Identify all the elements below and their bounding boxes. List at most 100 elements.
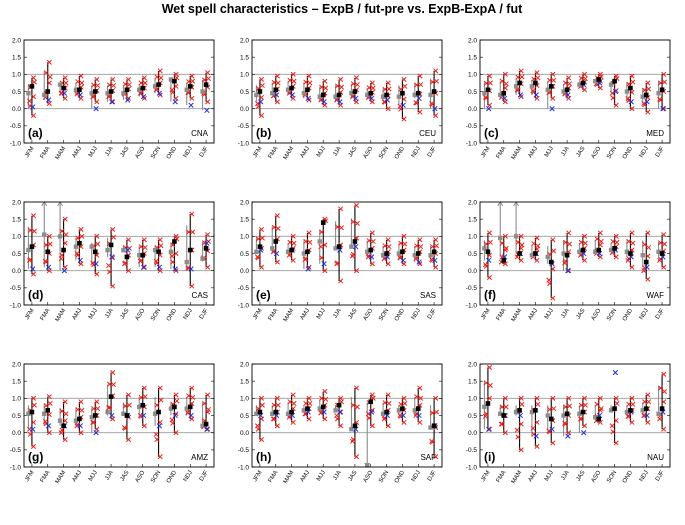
- red-member-cross: [75, 406, 81, 413]
- red-member-cross-b: [186, 79, 192, 85]
- y-tick-label: 1.5: [240, 54, 249, 61]
- red-member-cross: [577, 416, 584, 422]
- red-member-cross-b: [398, 86, 404, 92]
- red-member-cross: [186, 229, 192, 235]
- gray-mean-square: [624, 409, 630, 415]
- red-member-cross-b: [303, 400, 309, 407]
- black-mean-square: [61, 423, 66, 429]
- red-member-cross-b: [502, 85, 508, 91]
- red-member-cross: [274, 395, 280, 401]
- red-member-cross-b: [319, 395, 325, 401]
- red-member-cross: [275, 226, 281, 232]
- red-member-cross: [291, 78, 297, 84]
- black-mean-square: [320, 220, 326, 225]
- red-member-cross-b: [275, 226, 281, 232]
- red-member-cross-b: [62, 436, 68, 443]
- red-member-cross: [385, 261, 391, 267]
- red-member-cross-b: [369, 80, 375, 86]
- red-member-cross: [79, 233, 85, 239]
- red-member-cross: [63, 232, 69, 238]
- red-member-cross: [566, 395, 572, 401]
- red-member-cross-b: [629, 230, 635, 236]
- red-member-cross: [370, 85, 376, 91]
- blue-member-cross-b: [258, 412, 264, 419]
- red-member-cross: [614, 239, 620, 245]
- red-member-cross: [518, 68, 524, 74]
- x-tick-label: SON: [150, 146, 162, 160]
- red-member-cross-b: [95, 406, 101, 412]
- red-member-cross: [486, 230, 493, 236]
- red-member-cross: [550, 266, 556, 272]
- red-member-cross: [110, 99, 116, 105]
- red-member-cross: [62, 75, 68, 81]
- red-member-cross: [353, 202, 360, 208]
- blue-member-cross-b: [432, 257, 438, 264]
- gray-mean-square: [42, 92, 47, 98]
- gray-mean-square: [26, 91, 31, 96]
- red-member-cross: [338, 423, 344, 429]
- red-member-cross: [385, 237, 391, 243]
- red-member-cross: [153, 431, 159, 437]
- blue-member-cross-b: [486, 106, 492, 112]
- red-member-cross: [417, 237, 423, 243]
- red-member-cross-b: [498, 421, 504, 427]
- y-tick-label: 2.0: [240, 361, 249, 368]
- red-member-cross-b: [141, 385, 147, 391]
- red-member-cross-b: [126, 402, 132, 408]
- black-mean-square: [517, 80, 522, 86]
- red-member-cross-b: [255, 236, 261, 242]
- black-mean-square: [533, 408, 538, 413]
- red-member-cross: [186, 79, 192, 85]
- red-member-cross-b: [205, 392, 211, 398]
- red-member-cross-b: [125, 76, 132, 83]
- blue-member-cross-b: [533, 92, 539, 98]
- x-tick-label: OND: [622, 469, 635, 484]
- red-member-cross-b: [306, 97, 312, 103]
- gray-mean-square: [89, 244, 94, 249]
- black-mean-square: [596, 77, 602, 82]
- red-member-cross: [125, 392, 132, 398]
- gray-mean-square: [200, 89, 205, 94]
- blue-member-cross-b: [384, 254, 391, 260]
- y-tick-label: -0.5: [10, 123, 22, 130]
- red-member-cross-b: [486, 230, 493, 236]
- red-member-cross: [94, 76, 100, 83]
- red-member-cross-b: [169, 87, 175, 93]
- red-member-cross: [303, 400, 309, 407]
- x-tick-label: ASO: [591, 470, 603, 484]
- red-member-cross-b: [318, 244, 324, 250]
- red-member-cross: [535, 243, 541, 249]
- gray-mean-square: [333, 94, 338, 99]
- red-member-cross-b: [550, 95, 556, 101]
- red-member-cross: [62, 216, 68, 222]
- red-member-cross-b: [173, 83, 179, 89]
- red-member-cross-b: [141, 237, 147, 243]
- red-member-cross: [645, 392, 651, 398]
- red-member-cross: [414, 394, 420, 400]
- red-member-cross-b: [613, 233, 619, 239]
- x-tick-label: ASO: [135, 470, 147, 484]
- red-member-cross: [566, 241, 573, 247]
- red-member-cross-b: [59, 408, 65, 414]
- blue-member-cross: [501, 95, 508, 102]
- red-member-cross-b: [385, 106, 391, 112]
- y-tick-label: -1.0: [466, 140, 478, 147]
- blue-member-cross: [416, 95, 422, 102]
- blue-member-cross: [156, 264, 163, 270]
- black-mean-square: [140, 85, 146, 91]
- red-member-cross-b: [338, 423, 344, 429]
- red-member-cross: [382, 243, 388, 249]
- x-tick-label: JFM: [252, 146, 263, 159]
- red-member-cross: [487, 80, 493, 86]
- red-member-cross-b: [597, 242, 603, 248]
- red-member-cross: [562, 80, 569, 86]
- red-member-cross-b: [551, 77, 557, 83]
- blue-member-cross-b: [77, 423, 83, 429]
- red-member-cross: [486, 364, 493, 370]
- black-mean-square: [368, 90, 374, 96]
- gray-mean-square: [285, 87, 291, 92]
